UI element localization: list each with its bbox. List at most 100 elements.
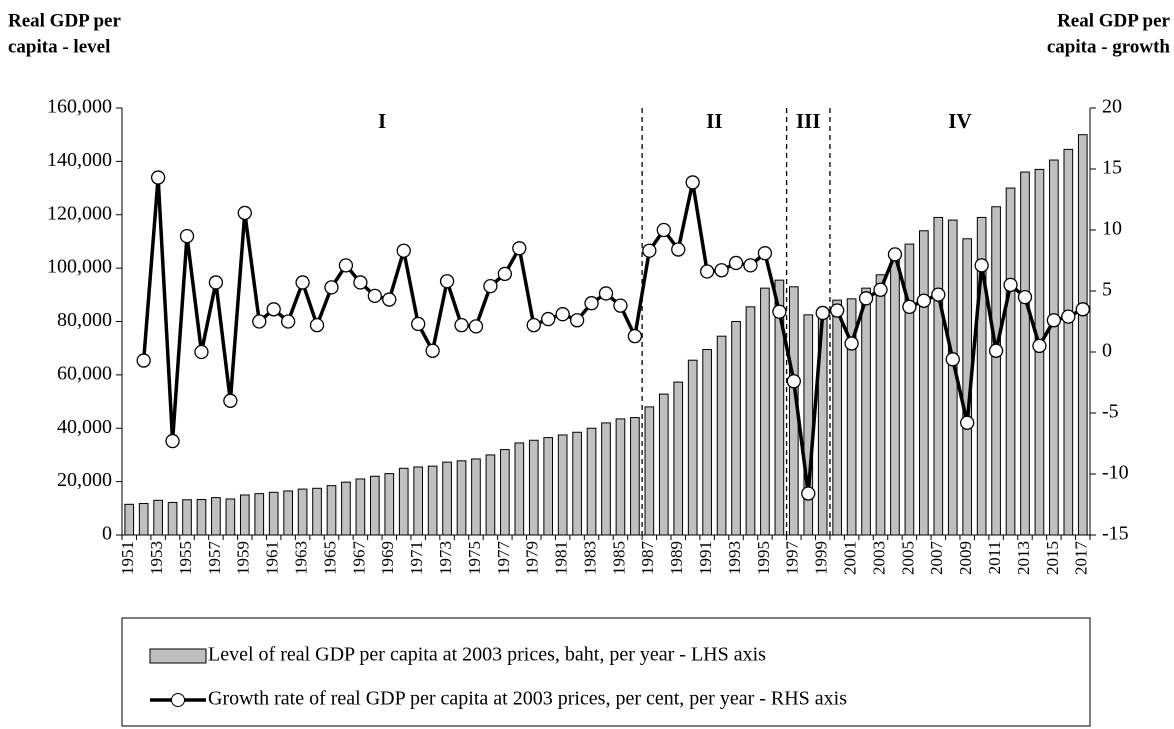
x-tick-label: 1989 xyxy=(667,541,686,575)
point xyxy=(1075,302,1090,317)
x-tick-label: 1975 xyxy=(465,541,484,575)
y-tick-label: 0 xyxy=(102,523,112,545)
x-tick-label: 1957 xyxy=(205,541,224,576)
bar xyxy=(413,466,424,536)
x-tick-label: 2015 xyxy=(1043,541,1062,575)
bar xyxy=(687,359,698,536)
x-tick-label: 1977 xyxy=(494,541,513,576)
x-tick-label: 1981 xyxy=(552,541,571,575)
bar xyxy=(254,493,265,536)
point xyxy=(165,433,180,449)
point xyxy=(223,393,238,408)
legend-box xyxy=(121,617,1091,727)
x-tick-label: 1969 xyxy=(378,541,397,575)
y-tick-label: 80,000 xyxy=(57,309,112,331)
x-tick-label: 1995 xyxy=(754,541,773,575)
x-tick-label: 2011 xyxy=(985,541,1004,574)
bar xyxy=(442,461,452,536)
bar xyxy=(355,478,366,536)
point xyxy=(887,247,903,262)
bar xyxy=(153,499,163,536)
point xyxy=(786,374,801,389)
x-tick-label: 1979 xyxy=(523,541,542,575)
point xyxy=(728,255,744,271)
x-tick-label: 1971 xyxy=(407,541,426,575)
point xyxy=(671,242,686,257)
x-tick-label: 1955 xyxy=(176,541,195,575)
y2-tick-label: 20 xyxy=(1102,96,1122,118)
bar xyxy=(297,488,308,536)
x-tick-label: 1997 xyxy=(783,541,802,576)
bar xyxy=(586,427,597,536)
y2-axis-title-line: Real GDP per xyxy=(1057,10,1170,31)
bar xyxy=(702,349,712,536)
bar xyxy=(312,487,322,536)
point xyxy=(714,263,729,278)
bar xyxy=(644,406,655,536)
x-tick-label: 1983 xyxy=(580,541,599,575)
bar xyxy=(861,287,871,536)
point xyxy=(757,246,773,261)
bar xyxy=(514,442,525,536)
bar xyxy=(485,454,496,536)
bar xyxy=(326,485,337,536)
y2-axis-title: capita - growth xyxy=(1047,36,1171,57)
point xyxy=(873,282,888,297)
point xyxy=(569,313,585,328)
point xyxy=(830,303,845,318)
point xyxy=(584,296,599,311)
y-tick-label: 40,000 xyxy=(57,416,112,438)
y2-tick-label: 5 xyxy=(1102,279,1112,301)
bar xyxy=(167,501,178,536)
point xyxy=(945,352,960,367)
bar xyxy=(456,460,467,536)
point xyxy=(815,305,830,321)
point xyxy=(179,228,195,244)
point xyxy=(526,318,541,333)
bar xyxy=(745,306,756,536)
x-tick-label: 2001 xyxy=(841,541,860,575)
bar xyxy=(572,431,582,536)
x-tick-label: 1973 xyxy=(436,541,455,575)
point xyxy=(136,353,151,368)
point xyxy=(1017,289,1033,305)
bar xyxy=(239,494,250,536)
point xyxy=(252,314,267,329)
point xyxy=(555,307,570,322)
point xyxy=(902,299,917,315)
point xyxy=(656,222,671,238)
bar xyxy=(1020,171,1030,536)
y-axis-title-line: Real GDP per xyxy=(8,10,121,31)
bar xyxy=(933,216,944,536)
bar xyxy=(615,418,626,536)
y-tick-label: 140,000 xyxy=(47,149,112,171)
point xyxy=(338,258,354,273)
point xyxy=(266,302,281,317)
bar xyxy=(500,449,510,536)
x-tick-label: 1967 xyxy=(349,541,368,576)
point xyxy=(988,343,1004,358)
y2-tick-label: -10 xyxy=(1102,462,1129,484)
point xyxy=(208,275,224,290)
point xyxy=(801,486,816,501)
point xyxy=(194,344,209,360)
bar xyxy=(919,230,929,536)
bar xyxy=(875,274,886,536)
bar xyxy=(557,434,568,536)
legend-swatch xyxy=(149,648,207,664)
bar xyxy=(124,503,135,536)
point xyxy=(541,311,556,327)
point xyxy=(598,286,614,301)
point xyxy=(367,288,382,304)
point xyxy=(280,314,296,329)
point xyxy=(960,415,975,430)
bar xyxy=(760,287,770,536)
bar xyxy=(774,279,785,536)
period-label: IV xyxy=(948,109,971,133)
point xyxy=(974,258,989,273)
point xyxy=(382,292,397,307)
x-tick-label: 2013 xyxy=(1014,541,1033,575)
x-tick-label: 1961 xyxy=(263,541,282,575)
y-tick-label: 160,000 xyxy=(47,96,112,118)
bar xyxy=(1077,134,1088,536)
